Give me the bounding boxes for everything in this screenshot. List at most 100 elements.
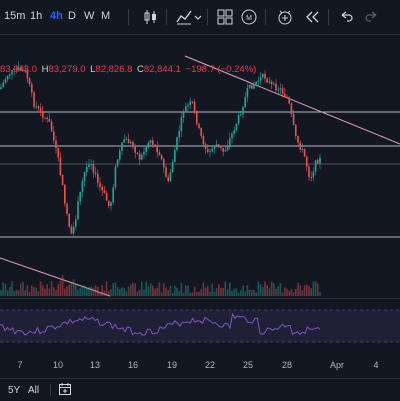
candle-body	[156, 145, 158, 153]
candle-body	[244, 97, 246, 108]
date-label: 28	[281, 360, 293, 370]
volume-bar	[75, 284, 77, 296]
volume-bar	[70, 281, 73, 296]
volume-bar	[13, 290, 15, 296]
volume-bar	[59, 280, 62, 296]
candle-body	[229, 138, 231, 146]
rsi-band	[0, 310, 400, 342]
date-label: 7	[17, 360, 23, 370]
candle-body	[215, 144, 218, 148]
volume-bar	[317, 283, 319, 296]
volume-bar	[163, 283, 165, 296]
date-axis[interactable]: 7 10 13 16 19 22 25 28 Apr 4	[0, 350, 400, 378]
volume-bar	[171, 292, 174, 296]
volume-bar	[273, 283, 275, 296]
layout-icon[interactable]	[216, 8, 234, 26]
volume-bar	[160, 292, 163, 296]
volume-bar	[299, 285, 301, 296]
rsi-pane[interactable]	[0, 298, 400, 351]
candle-body	[26, 70, 29, 79]
candle-body	[127, 138, 130, 144]
range-5y-button[interactable]: 5Y	[8, 385, 21, 396]
svg-text:M: M	[246, 15, 252, 22]
timeframe-m[interactable]: M	[101, 10, 111, 22]
volume-bar	[17, 290, 20, 296]
rsi-line	[0, 312, 321, 336]
candle-body	[101, 186, 103, 191]
timeframe-4h[interactable]: 4h	[50, 10, 63, 22]
candles-icon[interactable]	[142, 8, 160, 26]
rsi-canvas[interactable]	[0, 299, 400, 351]
volume-bar	[39, 281, 42, 296]
candle-body	[220, 145, 222, 148]
timeframe-d[interactable]: D	[68, 10, 76, 22]
volume-bar	[121, 287, 123, 296]
volume-bar	[312, 281, 315, 296]
timeframe-1h[interactable]: 1h	[30, 10, 43, 22]
top-toolbar: 15m 1h 4h D W M M	[0, 0, 400, 35]
toolbar-divider	[128, 9, 129, 25]
candle-body	[290, 103, 293, 115]
candle-body	[149, 140, 152, 143]
calendar-icon[interactable]	[58, 382, 72, 396]
candle-body	[72, 226, 75, 234]
alert-icon[interactable]	[276, 8, 294, 26]
volume-bar	[248, 289, 251, 296]
volume-bar	[31, 285, 33, 296]
volume-bar	[112, 283, 114, 296]
undo-icon[interactable]	[337, 8, 355, 26]
bottom-bar: 5Y All	[0, 378, 400, 401]
candle-body	[11, 70, 13, 75]
chart-canvas[interactable]	[0, 34, 400, 298]
candle-body	[222, 147, 224, 152]
candle-body	[308, 166, 310, 178]
volume-bar	[68, 284, 70, 296]
volume-bar	[270, 281, 273, 296]
volume-bar	[116, 287, 119, 296]
date-label: 4	[373, 360, 379, 370]
candle-body	[200, 127, 202, 136]
volume-bar	[314, 281, 317, 296]
candle-body	[24, 69, 26, 71]
candle-body	[286, 96, 288, 98]
candle-body	[314, 160, 317, 172]
ohlc-close: 82,844.1	[143, 64, 181, 75]
timeframe-15m[interactable]: 15m	[4, 10, 26, 22]
volume-bar	[15, 289, 18, 296]
candle-body	[312, 171, 315, 178]
candle-body	[50, 121, 53, 132]
range-all-button[interactable]: All	[28, 385, 40, 396]
volume-bar	[303, 285, 306, 296]
volume-bar	[319, 291, 321, 296]
volume-bar	[209, 291, 211, 296]
volume-bar	[176, 287, 178, 296]
toolbar-divider	[265, 9, 266, 25]
candle-body	[237, 115, 240, 124]
candle-body	[6, 75, 9, 80]
candle-body	[196, 110, 198, 124]
indicators-icon[interactable]	[175, 8, 193, 26]
chevron-down-icon[interactable]	[193, 8, 203, 26]
candle-body	[68, 213, 70, 227]
volume-bar	[191, 292, 194, 296]
trendline	[184, 55, 400, 145]
volume-bar	[110, 289, 112, 296]
candle-body	[277, 89, 279, 91]
volume-bar	[222, 287, 224, 296]
volume-bar	[22, 281, 24, 296]
candle-body	[270, 81, 273, 84]
timeframe-w[interactable]: W	[84, 10, 95, 22]
redo-icon[interactable]	[363, 8, 381, 26]
menu-circle-icon[interactable]: M	[240, 8, 258, 26]
replay-icon[interactable]	[303, 8, 321, 26]
candle-body	[310, 177, 312, 179]
volume-bar	[130, 284, 132, 296]
volume-bar	[277, 286, 279, 296]
price-chart[interactable]: 83,043.0 H83,279.0 L82,826.8 C82,844.1 −…	[0, 34, 400, 298]
volume-bar	[259, 284, 262, 296]
candle-body	[213, 147, 216, 149]
candle-body	[103, 190, 106, 193]
candle-body	[209, 151, 211, 153]
candle-body	[28, 78, 31, 85]
volume-bar	[229, 282, 231, 296]
